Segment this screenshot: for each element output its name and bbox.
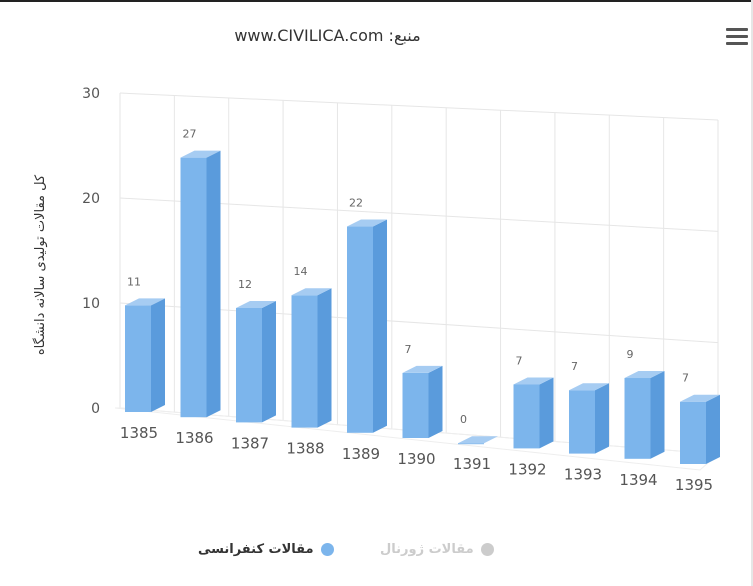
bar-side — [650, 371, 665, 459]
data-label: 27 — [183, 128, 197, 141]
x-tick-label: 1390 — [397, 450, 435, 468]
bar-top — [624, 371, 665, 379]
x-tick-label: 1386 — [175, 429, 213, 447]
data-label: 14 — [294, 265, 308, 278]
bar-front — [402, 372, 429, 438]
x-tick-label: 1385 — [120, 424, 158, 442]
bar-side — [428, 365, 443, 438]
bar-front — [125, 305, 151, 412]
x-tick-label: 1391 — [453, 455, 491, 473]
bar-top — [680, 394, 720, 402]
bar-front — [680, 401, 706, 464]
legend: مقالات کنفرانسی مقالات ژورنال — [0, 534, 753, 564]
bar-top — [347, 219, 387, 227]
hamburger-menu-icon[interactable] — [726, 28, 748, 48]
bar-series — [125, 150, 720, 464]
legend-label: مقالات ژورنال — [380, 541, 474, 557]
x-tick-label: 1388 — [286, 440, 324, 458]
bar-top — [125, 298, 165, 306]
bar-top — [569, 383, 609, 391]
legend-item-journal[interactable]: مقالات ژورنال — [380, 538, 494, 560]
bar-front — [624, 378, 651, 459]
bar-front — [236, 307, 262, 423]
y-tick-label: 30 — [82, 86, 100, 102]
chart-source-title: منبع: www.CIVILICA.com — [234, 26, 421, 45]
data-label: 22 — [349, 197, 363, 210]
data-label: 11 — [127, 275, 141, 288]
x-tick-label: 1393 — [564, 466, 602, 484]
bar-side — [262, 300, 276, 423]
x-tick-label: 1394 — [619, 471, 657, 489]
bar — [236, 300, 276, 423]
data-label: 7 — [682, 372, 689, 385]
bar — [291, 288, 332, 428]
bar — [513, 377, 554, 449]
bar-side — [151, 298, 165, 412]
bar-front — [569, 390, 595, 454]
data-labels: 11 27 12 14 22 7 0 7 7 9 7 — [127, 128, 689, 427]
right-border — [751, 0, 753, 586]
y-tick-label: 20 — [82, 191, 100, 207]
bar — [347, 219, 387, 433]
bar — [458, 436, 498, 445]
bar — [125, 298, 165, 412]
legend-label: مقالات کنفرانسی — [198, 541, 314, 557]
data-label: 7 — [571, 360, 578, 373]
bar-top — [513, 377, 554, 385]
x-tick-label: 1387 — [231, 434, 269, 452]
x-tick-label: 1389 — [342, 445, 380, 463]
bar-side — [373, 219, 387, 433]
bar-top — [180, 150, 221, 158]
bar-front — [513, 384, 540, 449]
top-border — [0, 0, 753, 2]
data-label: 0 — [460, 413, 467, 426]
bar — [402, 365, 443, 438]
bar-front — [458, 443, 484, 445]
x-tick-label: 1395 — [675, 476, 713, 494]
bar-side — [206, 150, 221, 418]
data-label: 12 — [238, 278, 252, 291]
bar — [680, 394, 720, 464]
y-tick-label: 0 — [91, 401, 100, 417]
bar-top — [402, 365, 443, 373]
grid-line — [119, 92, 719, 121]
x-tick-label: 1392 — [508, 460, 546, 478]
data-label: 7 — [516, 354, 523, 367]
y-axis: 0 10 20 30 — [82, 86, 100, 417]
data-label: 7 — [405, 343, 412, 356]
bar — [569, 383, 609, 454]
y-axis-title: کل مقالات تولیدی سالانه دانشگاه — [32, 174, 48, 355]
bar-top — [458, 436, 498, 444]
legend-item-conference[interactable]: مقالات کنفرانسی — [198, 538, 334, 560]
bar-side — [595, 383, 609, 454]
bar-front — [180, 157, 207, 418]
bar-front — [291, 295, 318, 428]
legend-dot-icon — [320, 542, 334, 556]
bar — [624, 371, 665, 459]
y-tick-label: 10 — [82, 296, 100, 312]
bar-side — [539, 377, 554, 449]
bar-side — [706, 394, 720, 464]
bar-front — [347, 226, 373, 433]
data-label: 9 — [627, 348, 634, 361]
legend-dot-icon — [480, 542, 494, 556]
bar-top — [236, 300, 276, 308]
bar — [180, 150, 221, 418]
bar-side — [317, 288, 332, 428]
bar-top — [291, 288, 332, 296]
x-axis-labels: 1385 1386 1387 1388 1389 1390 1391 1392 1393 1394… — [120, 424, 713, 494]
